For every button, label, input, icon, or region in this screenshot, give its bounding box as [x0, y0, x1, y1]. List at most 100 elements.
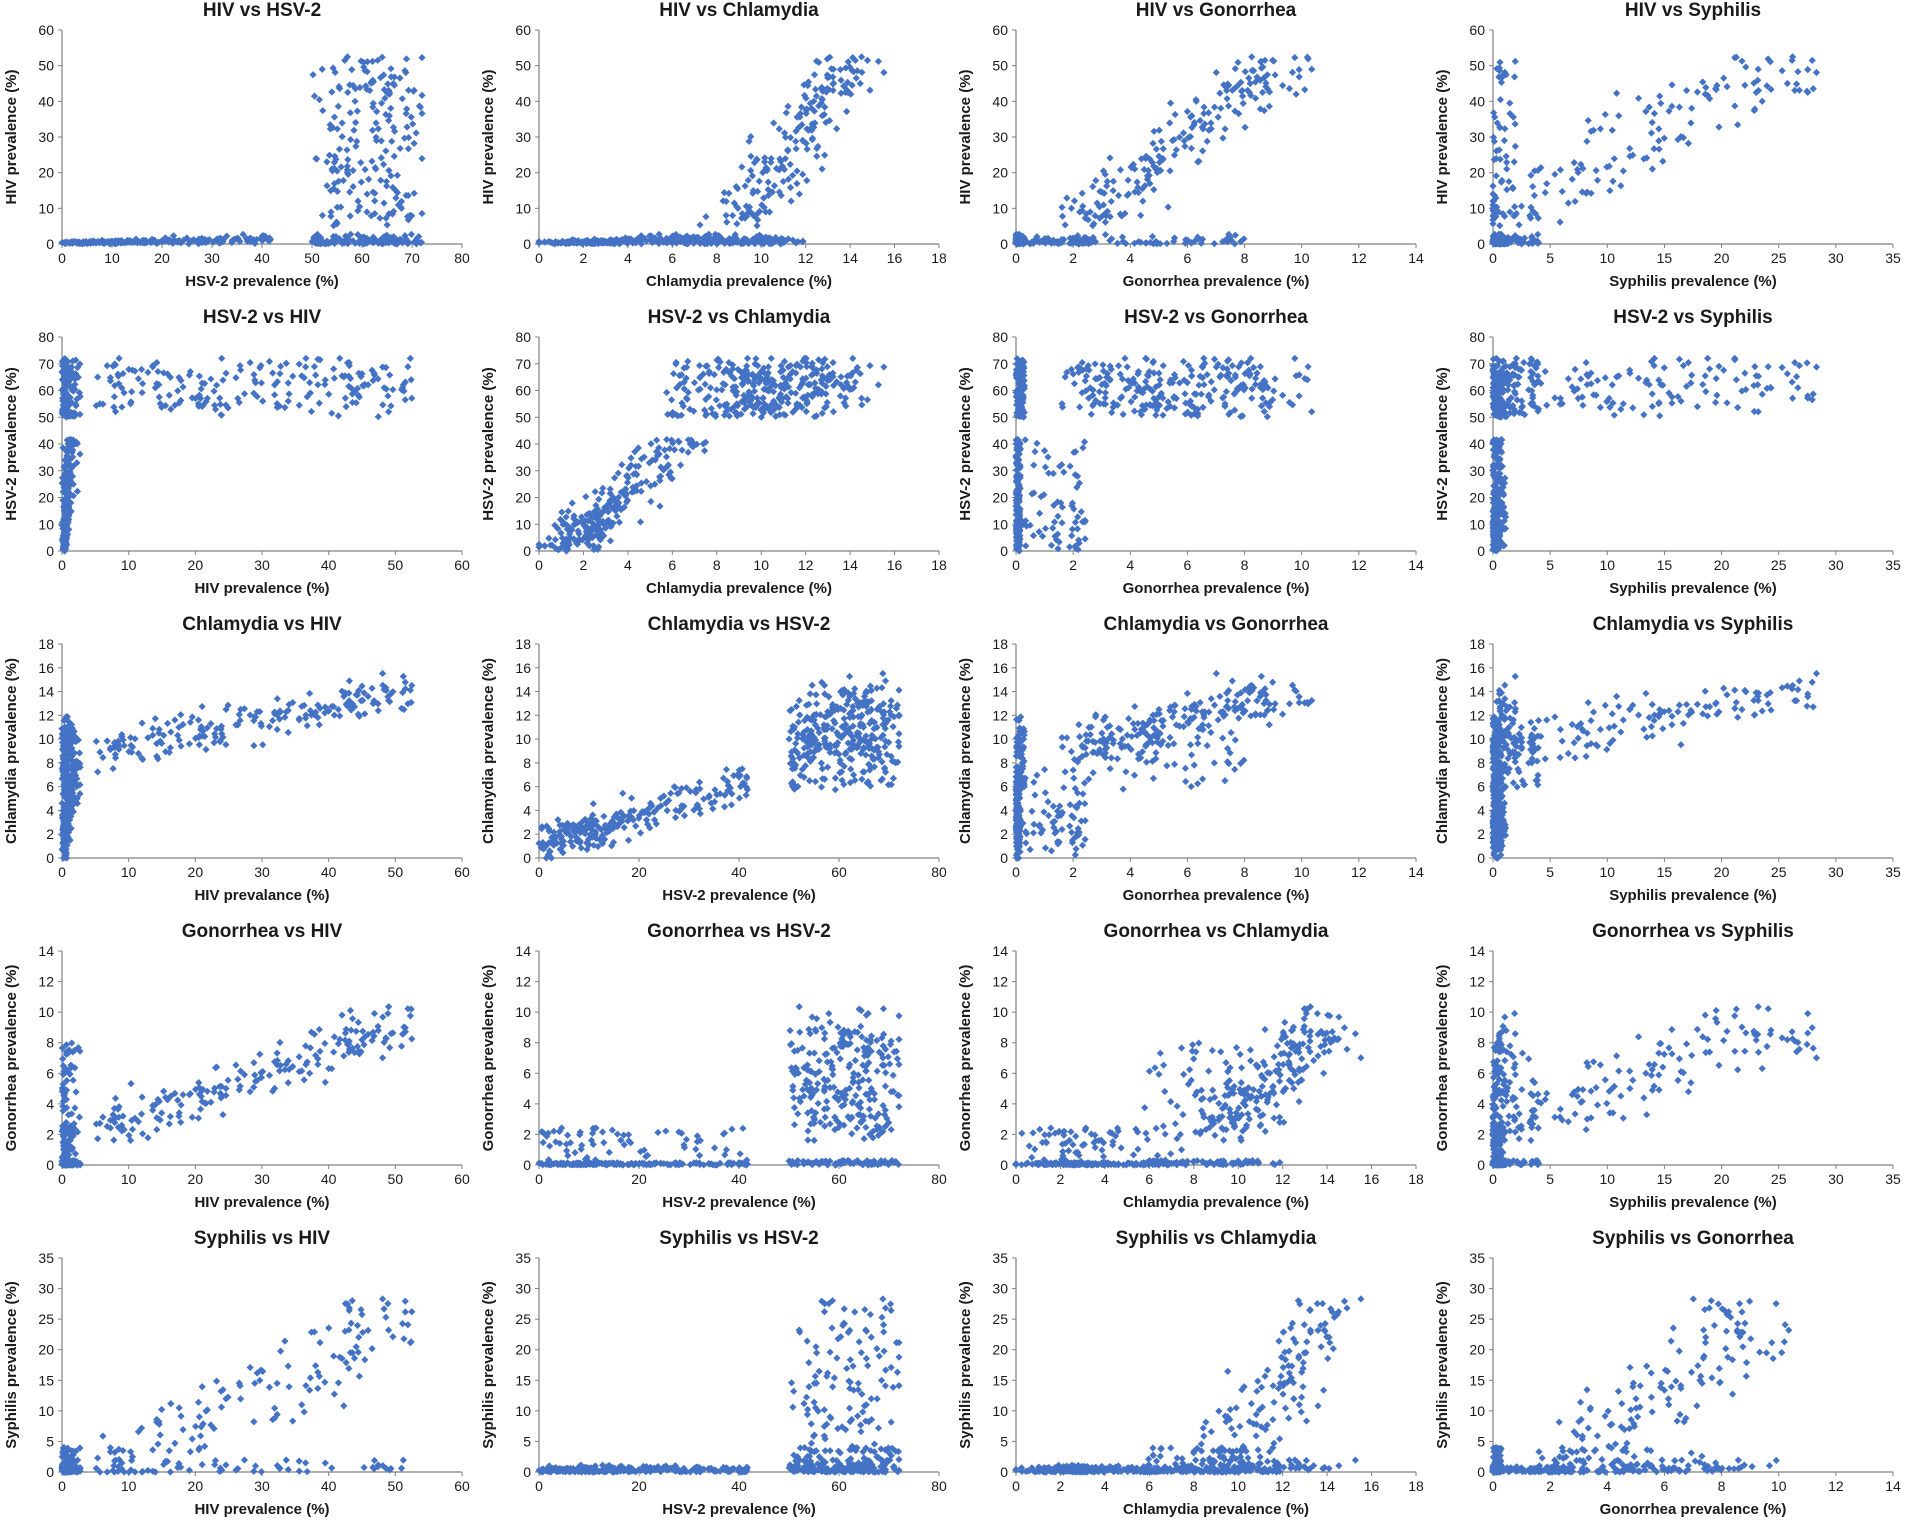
y-tick-label: 30 — [992, 463, 1008, 479]
data-point — [648, 238, 657, 247]
data-point — [364, 381, 372, 389]
data-point — [1203, 370, 1211, 379]
x-tick-label: 0 — [58, 250, 66, 266]
data-point — [1665, 389, 1673, 397]
data-point — [777, 234, 786, 243]
data-point — [247, 238, 255, 246]
scatter-points — [1489, 354, 1821, 555]
y-tick-label: 16 — [38, 660, 54, 676]
data-point — [1224, 80, 1232, 88]
data-point — [733, 412, 741, 420]
data-point — [273, 403, 281, 412]
data-point — [404, 145, 413, 153]
x-tick-label: 10 — [1599, 557, 1615, 573]
data-point — [852, 366, 860, 374]
data-point — [399, 381, 407, 389]
x-tick-label: 15 — [1657, 557, 1673, 573]
data-point — [1194, 233, 1202, 241]
data-point — [412, 129, 420, 137]
data-point — [1543, 179, 1551, 188]
data-point — [1074, 513, 1082, 521]
data-point — [1489, 528, 1497, 536]
data-point — [1198, 235, 1207, 243]
data-point — [310, 362, 319, 371]
data-point — [745, 207, 753, 215]
data-point — [169, 237, 178, 246]
data-point — [354, 231, 362, 239]
data-point — [1258, 394, 1267, 402]
x-axis-label: HIV prevalance (%) — [194, 887, 329, 904]
data-point — [723, 218, 731, 226]
data-point — [323, 182, 331, 190]
data-point — [1194, 158, 1202, 166]
data-point — [356, 203, 364, 211]
data-point — [1713, 391, 1721, 399]
data-point — [1060, 468, 1068, 476]
data-point — [337, 203, 345, 211]
scatter-points — [1489, 53, 1821, 248]
data-point — [282, 359, 290, 367]
data-point — [1751, 362, 1759, 371]
data-point — [1159, 145, 1167, 153]
data-point — [1089, 182, 1097, 191]
data-point — [836, 66, 844, 74]
x-tick-label: 16 — [887, 557, 903, 573]
data-point — [1619, 400, 1627, 408]
data-point — [1212, 68, 1220, 77]
data-point — [733, 400, 741, 408]
data-point — [743, 403, 751, 411]
data-point — [764, 191, 773, 200]
data-point — [818, 83, 826, 92]
data-point — [1518, 239, 1526, 248]
data-point — [380, 86, 388, 94]
data-point — [637, 479, 645, 487]
data-point — [636, 518, 645, 526]
x-tick-label: 12 — [1351, 557, 1367, 573]
data-point — [1099, 201, 1108, 209]
data-point — [1074, 363, 1082, 372]
data-point — [810, 370, 818, 378]
data-point — [1047, 541, 1056, 549]
data-point — [377, 176, 385, 184]
data-point — [842, 402, 850, 410]
y-tick-label: 0 — [46, 543, 54, 559]
data-point — [1245, 88, 1254, 97]
data-point — [1533, 378, 1541, 386]
data-point — [349, 166, 357, 175]
data-point — [800, 393, 808, 401]
chart-hsv-2-vs-syphilis: HSV-2 vs Syphilis 0 5 10 15 20 25 30 35 0 10 20 30 40… — [1431, 307, 1907, 609]
data-point — [1500, 401, 1509, 409]
data-point — [1640, 411, 1648, 419]
data-point — [823, 398, 831, 407]
data-point — [1210, 386, 1218, 394]
data-point — [874, 57, 883, 65]
data-point — [96, 400, 104, 408]
y-tick-label: 40 — [992, 436, 1008, 452]
data-point — [733, 203, 741, 211]
data-point — [1257, 402, 1266, 410]
data-point — [1067, 204, 1076, 212]
data-point — [780, 357, 789, 366]
data-point — [779, 177, 787, 186]
data-point — [797, 103, 806, 111]
y-tick-label: 6 — [46, 779, 54, 795]
data-point — [383, 182, 391, 190]
data-point — [1592, 391, 1600, 399]
data-point — [793, 167, 801, 175]
data-point — [374, 239, 382, 247]
data-point — [844, 78, 852, 86]
chart-title: HIV vs Syphilis — [1625, 0, 1761, 21]
data-point — [323, 158, 331, 166]
data-point — [1113, 401, 1122, 409]
data-point — [810, 123, 818, 131]
data-point — [754, 362, 762, 370]
data-point — [1495, 456, 1504, 464]
data-point — [798, 403, 806, 412]
data-point — [645, 232, 653, 240]
data-point — [1517, 202, 1526, 210]
data-point — [1166, 379, 1174, 387]
data-point — [1078, 389, 1086, 397]
data-point — [793, 113, 801, 121]
chart-title: HSV-2 vs Syphilis — [1613, 307, 1772, 328]
